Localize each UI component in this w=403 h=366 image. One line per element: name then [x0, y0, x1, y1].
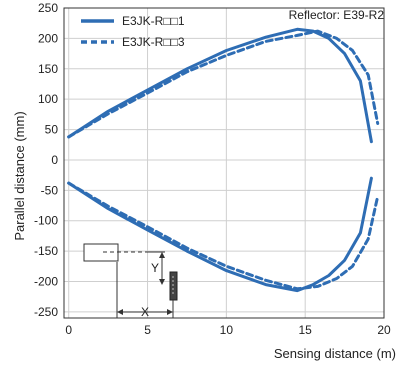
- x-tick-label: 15: [299, 323, 313, 337]
- x-axis-label: Sensing distance (m): [274, 346, 396, 361]
- x-tick-label: 5: [144, 323, 151, 337]
- y-axis-label: Parallel distance (mm): [12, 111, 27, 240]
- legend-label-series-2: E3JK-R□□3: [122, 35, 185, 49]
- y-tick-label: -250: [34, 305, 58, 319]
- series-2-upper-line: [67, 29, 380, 139]
- y-tick-label: 0: [51, 153, 58, 167]
- x-dimension-label: X: [141, 305, 149, 319]
- y-tick-label: 250: [38, 1, 58, 15]
- legend-label-series-1: E3JK-R□□1: [122, 14, 185, 28]
- series-1-lower-line: [67, 176, 373, 293]
- x-arrowhead-left: [117, 309, 123, 315]
- y-tick-label: 100: [38, 92, 58, 106]
- y-tick-label: 150: [38, 62, 58, 76]
- x-tick-label: 20: [377, 323, 391, 337]
- x-arrowhead-right: [167, 309, 173, 315]
- y-tick-label: 200: [38, 31, 58, 45]
- grid: [64, 7, 385, 318]
- y-tick-label: -150: [34, 244, 58, 258]
- y-tick-label: -200: [34, 275, 58, 289]
- y-arrowhead-top: [159, 252, 165, 258]
- x-tick-labels: 0 5 10 15 20: [65, 323, 391, 337]
- setup-diagram: Y X: [83, 243, 178, 319]
- series-1-upper-line: [67, 27, 373, 144]
- reflector-annotation: Reflector: E39-R2: [289, 8, 385, 22]
- y-tick-label: -50: [41, 183, 59, 197]
- series-2-lower-line: [67, 181, 380, 291]
- series-lines: [67, 27, 380, 293]
- legend: E3JK-R□□1 E3JK-R□□3: [81, 14, 185, 49]
- x-tick-label: 0: [65, 323, 72, 337]
- y-tick-label: -100: [34, 214, 58, 228]
- y-tick-labels: 250 200 150 100 50 0 -50 -100 -150 -200 -250: [34, 1, 58, 319]
- y-tick-label: 50: [45, 123, 59, 137]
- y-dimension-label: Y: [151, 261, 159, 275]
- plot-frame: [63, 7, 385, 319]
- y-arrowhead-bottom: [159, 279, 165, 285]
- x-tick-label: 10: [220, 323, 234, 337]
